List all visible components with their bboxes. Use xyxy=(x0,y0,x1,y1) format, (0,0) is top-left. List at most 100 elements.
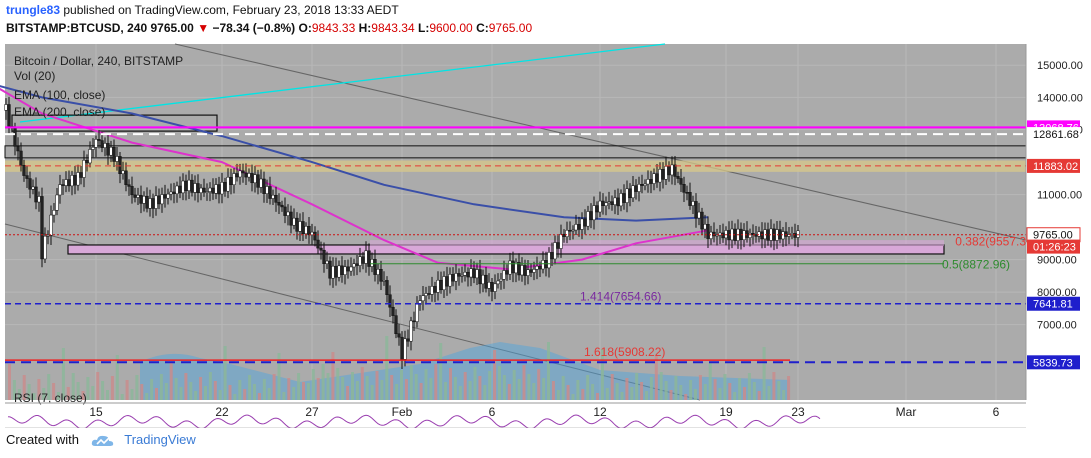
candle[interactable] xyxy=(661,169,665,180)
candle[interactable] xyxy=(553,242,557,260)
cyan-trend-line[interactable] xyxy=(19,43,666,123)
candle[interactable] xyxy=(37,196,41,203)
candle[interactable] xyxy=(586,211,590,227)
candle[interactable] xyxy=(166,193,170,199)
author-name[interactable]: trungle83 xyxy=(6,3,61,17)
candle[interactable] xyxy=(262,178,266,194)
candle[interactable] xyxy=(517,262,521,276)
candle[interactable] xyxy=(778,229,782,240)
candle[interactable] xyxy=(280,204,284,208)
candle[interactable] xyxy=(571,229,575,232)
candle[interactable] xyxy=(748,233,752,238)
candle[interactable] xyxy=(241,170,245,174)
candle[interactable] xyxy=(472,268,476,279)
candle[interactable] xyxy=(760,231,764,240)
candle[interactable] xyxy=(127,184,131,187)
candle[interactable] xyxy=(277,202,281,206)
candle[interactable] xyxy=(85,160,89,164)
candle[interactable] xyxy=(220,182,224,195)
candle[interactable] xyxy=(541,260,545,270)
candle[interactable] xyxy=(490,282,494,292)
candle[interactable] xyxy=(757,231,761,237)
candle[interactable] xyxy=(25,175,29,179)
candle[interactable] xyxy=(664,166,668,180)
candle[interactable] xyxy=(322,249,326,264)
candle[interactable] xyxy=(622,193,626,203)
candle[interactable] xyxy=(157,195,161,205)
candle[interactable] xyxy=(625,188,629,203)
candle[interactable] xyxy=(34,186,38,203)
candle[interactable] xyxy=(328,260,332,279)
candle[interactable] xyxy=(442,276,446,291)
candle[interactable] xyxy=(505,270,509,275)
candle[interactable] xyxy=(649,179,653,184)
candle[interactable] xyxy=(691,201,695,206)
candle[interactable] xyxy=(28,178,32,190)
candle[interactable] xyxy=(493,283,497,292)
candle[interactable] xyxy=(274,194,278,203)
candle[interactable] xyxy=(130,186,134,196)
candle[interactable] xyxy=(55,194,59,211)
candle[interactable] xyxy=(523,265,527,276)
candle[interactable] xyxy=(271,194,275,199)
candle[interactable] xyxy=(52,210,56,216)
candle[interactable] xyxy=(253,174,257,184)
candle[interactable] xyxy=(196,183,200,193)
candle[interactable] xyxy=(64,179,68,186)
candle[interactable] xyxy=(406,338,410,342)
candle[interactable] xyxy=(190,179,194,193)
candle[interactable] xyxy=(607,201,611,204)
candle[interactable] xyxy=(559,233,563,249)
candle[interactable] xyxy=(592,205,596,221)
candle[interactable] xyxy=(454,273,458,282)
candle[interactable] xyxy=(247,173,251,178)
candle[interactable] xyxy=(358,256,362,266)
candle[interactable] xyxy=(343,266,347,275)
candle[interactable] xyxy=(502,270,506,280)
candle[interactable] xyxy=(79,172,83,178)
candle[interactable] xyxy=(580,218,584,230)
candle[interactable] xyxy=(604,202,608,206)
candle[interactable] xyxy=(445,276,449,287)
candle[interactable] xyxy=(82,160,86,178)
candle[interactable] xyxy=(628,188,632,199)
candle[interactable] xyxy=(688,192,692,206)
candle[interactable] xyxy=(142,195,146,204)
candle[interactable] xyxy=(235,173,239,178)
candle[interactable] xyxy=(565,230,569,237)
candle[interactable] xyxy=(430,286,434,295)
candle[interactable] xyxy=(154,195,158,209)
candle[interactable] xyxy=(169,191,173,195)
candle[interactable] xyxy=(244,172,248,178)
candle[interactable] xyxy=(460,275,464,277)
candle[interactable] xyxy=(178,185,182,194)
candle[interactable] xyxy=(367,250,371,267)
candle[interactable] xyxy=(742,230,746,240)
candle[interactable] xyxy=(589,211,593,221)
candle[interactable] xyxy=(526,269,530,276)
candle[interactable] xyxy=(379,269,383,282)
candle[interactable] xyxy=(13,126,17,147)
candle[interactable] xyxy=(577,224,581,230)
candle[interactable] xyxy=(76,172,80,186)
candle[interactable] xyxy=(16,146,20,152)
candle[interactable] xyxy=(187,179,191,191)
candle[interactable] xyxy=(718,232,722,236)
candle[interactable] xyxy=(337,265,341,278)
candle[interactable] xyxy=(535,265,539,270)
candle[interactable] xyxy=(229,176,233,185)
candle[interactable] xyxy=(70,175,74,187)
candle[interactable] xyxy=(355,263,359,266)
candle[interactable] xyxy=(415,304,419,322)
candle[interactable] xyxy=(286,211,290,216)
candle[interactable] xyxy=(766,229,770,241)
candle[interactable] xyxy=(745,230,749,238)
candle[interactable] xyxy=(73,175,77,186)
candle[interactable] xyxy=(91,147,95,150)
candle[interactable] xyxy=(160,194,164,205)
candle[interactable] xyxy=(703,224,707,230)
candle[interactable] xyxy=(556,242,560,249)
candle[interactable] xyxy=(199,187,203,193)
candle[interactable] xyxy=(640,184,644,186)
candle[interactable] xyxy=(574,224,578,231)
